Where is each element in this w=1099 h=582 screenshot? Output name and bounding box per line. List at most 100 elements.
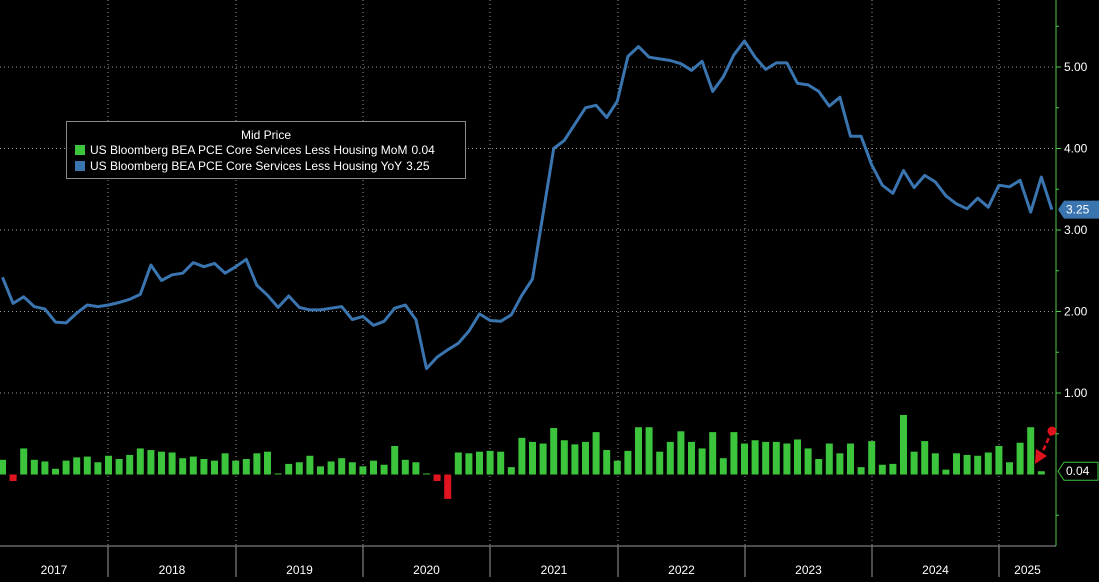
mom-bar-23 (242, 459, 250, 475)
mom-bar-35 (370, 460, 377, 475)
mom-bar-28 (295, 462, 303, 475)
mom-bar-83 (878, 464, 886, 475)
legend-entry-mom: US Bloomberg BEA PCE Core Services Less … (67, 142, 465, 158)
mom-bar-56 (592, 432, 600, 475)
mom-bar-5 (52, 468, 59, 475)
mom-bar-33 (348, 462, 356, 475)
mom-bar-2 (20, 448, 28, 475)
mom-bar-87 (921, 441, 929, 475)
mom-bar-39 (412, 462, 420, 475)
legend-label-yoy: US Bloomberg BEA PCE Core Services Less … (90, 159, 403, 173)
mom-bar-70 (741, 443, 748, 475)
grid (0, 0, 1054, 546)
mom-bar-14 (147, 450, 155, 475)
mom-bar-42 (444, 474, 452, 499)
mom-bar-20 (211, 460, 218, 475)
mom-bar-61 (645, 427, 653, 475)
mom-bar-27 (285, 463, 293, 475)
mom-bar-86 (910, 451, 918, 475)
mom-bar-95 (1006, 462, 1013, 475)
x-axis: 2017 2018 2019 2020 2021 2022 2023 2024 2025 (0, 545, 1056, 577)
mom-bar-78 (825, 443, 833, 475)
legend-entry-yoy: US Bloomberg BEA PCE Core Services Less … (67, 158, 465, 174)
mom-bar-3 (30, 459, 38, 475)
mom-bar-16 (168, 452, 176, 475)
x-tick-label-7: 2024 (922, 563, 949, 577)
mom-bar-54 (571, 444, 579, 475)
mom-bar-68 (719, 458, 727, 475)
mom-bar-84 (889, 463, 897, 475)
mom-bar-1 (9, 474, 17, 482)
mom-bar-19 (200, 459, 208, 475)
mom-bar-82 (868, 441, 876, 475)
mom-bar-26 (274, 473, 282, 475)
x-tick-label-1: 2018 (159, 563, 186, 577)
mom-bar-41 (433, 474, 441, 482)
mom-bar-22 (232, 460, 240, 475)
mom-bar-67 (709, 432, 717, 475)
mom-bar-40 (423, 473, 430, 475)
mom-bar-98 (1037, 471, 1045, 475)
mom-bar-62 (656, 451, 664, 475)
mom-bar-73 (772, 441, 780, 475)
mom-bar-0 (0, 459, 6, 475)
mom-bar-9 (94, 462, 102, 475)
annotation (1035, 426, 1057, 464)
mom-bar-77 (815, 459, 823, 475)
mom-bar-10 (105, 455, 112, 475)
mom-bar-60 (635, 427, 642, 475)
yoy-line (1, 39, 1054, 371)
mom-bar-44 (465, 453, 473, 475)
mom-bar-85 (900, 415, 907, 475)
y-tick-label-0: 1.00 (1064, 386, 1088, 400)
x-tick-label-8: 2025 (1014, 563, 1041, 577)
mom-bar-32 (338, 458, 346, 475)
mom-bar-90 (953, 453, 960, 475)
mom-bar-74 (783, 443, 791, 475)
mom-bar-71 (751, 440, 759, 475)
mom-bar-93 (984, 452, 992, 475)
mom-bar-18 (189, 456, 197, 475)
mom-bar-13 (136, 448, 144, 475)
mom-bar-36 (380, 464, 388, 475)
mom-bar-88 (931, 453, 939, 475)
mom-bar-94 (995, 445, 1003, 475)
mom-bar-4 (41, 461, 49, 475)
mom-last-value-label: 0.04 (1066, 464, 1090, 478)
legend-value-yoy: 3.25 (406, 159, 430, 173)
mom-bar-49 (518, 437, 526, 475)
x-tick-label-0: 2017 (41, 563, 68, 577)
mom-bar-6 (62, 460, 70, 475)
mom-bar-52 (550, 428, 558, 475)
mom-last-value-tag (1057, 461, 1099, 481)
x-tick-label-2: 2019 (286, 563, 313, 577)
mom-bar-72 (762, 441, 770, 475)
mom-bar-65 (688, 441, 695, 475)
legend: Mid Price US Bloomberg BEA PCE Core Serv… (66, 121, 466, 179)
mom-bar-8 (83, 456, 91, 475)
mom-bar-31 (327, 461, 335, 475)
y-axis: 1.00 2.00 3.00 4.00 5.00 3.25 0.04 (1055, 0, 1099, 546)
mom-bar-24 (253, 453, 261, 475)
yoy-last-value-label: 3.25 (1066, 203, 1090, 217)
mom-bar-15 (158, 451, 165, 475)
mom-bar-43 (454, 452, 462, 475)
x-tick-label-6: 2023 (795, 563, 822, 577)
yoy-last-value-tag (1058, 200, 1099, 219)
mom-bar-64 (677, 431, 685, 475)
mom-bar-53 (560, 440, 568, 475)
y-tick-label-1: 2.00 (1064, 305, 1088, 319)
y-tick-label-3: 4.00 (1064, 142, 1088, 156)
mom-bar-63 (666, 441, 674, 475)
y-tick-label-4: 5.00 (1064, 60, 1088, 74)
mom-bar-47 (497, 451, 505, 475)
legend-swatch-yoy (75, 161, 85, 171)
mom-bar-79 (836, 453, 844, 475)
mom-bars (0, 415, 1045, 499)
legend-value-mom: 0.04 (411, 143, 435, 157)
mom-bar-30 (317, 466, 324, 475)
annotation-arrow-head (1035, 449, 1047, 464)
mom-bar-59 (624, 450, 632, 475)
